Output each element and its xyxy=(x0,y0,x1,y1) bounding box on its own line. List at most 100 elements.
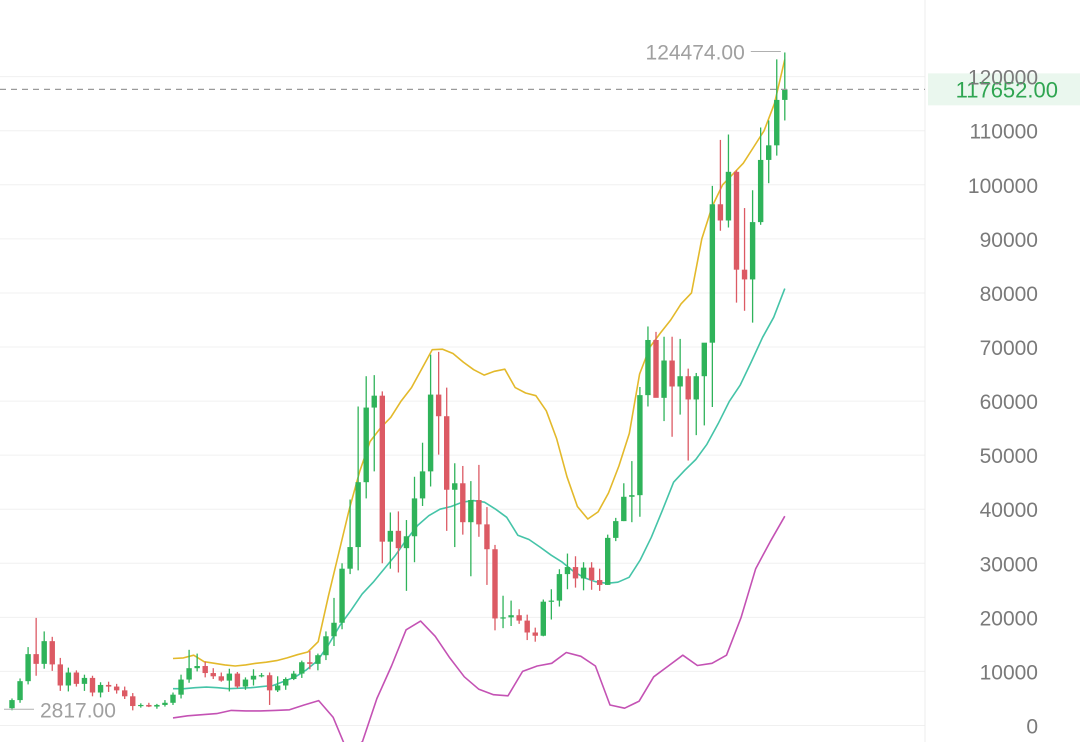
candle-body xyxy=(283,678,289,686)
candle xyxy=(97,682,104,698)
candle xyxy=(65,667,72,692)
min-marker-label: 2817.00 xyxy=(40,699,116,722)
candle xyxy=(17,678,23,703)
candle-body xyxy=(613,521,619,538)
candle xyxy=(508,600,514,627)
y-tick-label: 110000 xyxy=(969,121,1038,144)
candle-body xyxy=(701,342,707,377)
candle-body xyxy=(347,547,353,569)
candle xyxy=(395,511,402,573)
candle xyxy=(460,465,466,535)
candle xyxy=(757,127,764,225)
candle xyxy=(154,703,160,709)
candle-body xyxy=(484,524,490,550)
candle xyxy=(605,534,611,585)
candle xyxy=(645,326,651,407)
y-tick-label: 70000 xyxy=(980,337,1038,360)
candle-body xyxy=(178,679,184,695)
candle xyxy=(749,190,756,323)
candle xyxy=(299,660,305,678)
candle xyxy=(476,464,482,537)
candle xyxy=(355,406,361,571)
candle-body xyxy=(516,615,522,621)
y-tick-label: 120000 xyxy=(968,67,1038,90)
candle-body xyxy=(331,622,337,637)
candle-body xyxy=(226,673,233,681)
candle-body xyxy=(476,500,482,525)
candle-body xyxy=(766,145,772,160)
candle-body xyxy=(460,483,466,523)
candle-body xyxy=(97,684,104,693)
candle-body xyxy=(89,677,96,693)
candle-body xyxy=(621,496,627,522)
candle-body xyxy=(782,89,788,100)
candle xyxy=(419,442,426,506)
candle xyxy=(81,674,88,691)
price-markers: 117652.00 124474.00 2817.00 xyxy=(0,41,1080,722)
candle-body xyxy=(564,567,571,575)
candle-body xyxy=(669,360,675,387)
candle-body xyxy=(580,567,587,579)
candle xyxy=(323,631,329,661)
candle-body xyxy=(693,376,699,400)
candle xyxy=(452,463,458,548)
candle-body xyxy=(250,675,257,680)
candle xyxy=(548,589,555,620)
y-tick-label: 90000 xyxy=(980,229,1038,252)
candle xyxy=(105,681,112,692)
candle-body xyxy=(339,568,345,623)
candle xyxy=(629,461,635,523)
candle xyxy=(283,677,289,690)
candle xyxy=(725,134,732,228)
candle-body xyxy=(540,601,546,636)
candle-body xyxy=(411,498,418,537)
candle-body xyxy=(146,704,152,707)
candle xyxy=(411,476,418,563)
candle xyxy=(339,563,345,630)
candle-body xyxy=(774,99,780,146)
candle-body xyxy=(363,407,369,483)
candle xyxy=(444,387,450,531)
candle-body xyxy=(379,395,385,542)
candle-body xyxy=(637,395,643,496)
candle-body xyxy=(186,668,192,680)
y-tick-label: 100000 xyxy=(968,175,1038,198)
candle-body xyxy=(556,574,563,601)
candle-body xyxy=(33,654,39,664)
candle-body xyxy=(717,204,724,221)
candle xyxy=(363,376,369,499)
candle-body xyxy=(218,676,224,681)
candle xyxy=(130,693,136,711)
candle xyxy=(653,331,659,398)
candle xyxy=(266,672,273,705)
candle-body xyxy=(65,672,72,686)
max-marker-label: 124474.00 xyxy=(646,41,745,64)
candle-body xyxy=(572,567,579,579)
candle xyxy=(492,544,498,631)
candle-body xyxy=(677,376,683,387)
candle xyxy=(49,636,55,671)
candle xyxy=(258,673,265,678)
candle xyxy=(500,595,506,629)
candle-body xyxy=(170,694,176,703)
candle xyxy=(250,669,257,686)
candle-body xyxy=(105,684,112,687)
candle xyxy=(685,368,691,461)
candle xyxy=(669,336,675,437)
candle xyxy=(234,671,241,689)
candle-body xyxy=(274,685,281,691)
candle xyxy=(621,483,627,522)
candle xyxy=(291,670,297,681)
candle-body xyxy=(49,641,55,665)
candle-body xyxy=(532,632,538,636)
candle-body xyxy=(291,673,297,679)
candle xyxy=(717,139,724,231)
candle-body xyxy=(371,395,377,408)
candle-body xyxy=(17,681,23,701)
candle xyxy=(693,372,699,436)
candles xyxy=(9,52,788,711)
candle xyxy=(468,481,474,577)
candle xyxy=(33,617,39,676)
bollinger-lower-line xyxy=(172,515,786,742)
